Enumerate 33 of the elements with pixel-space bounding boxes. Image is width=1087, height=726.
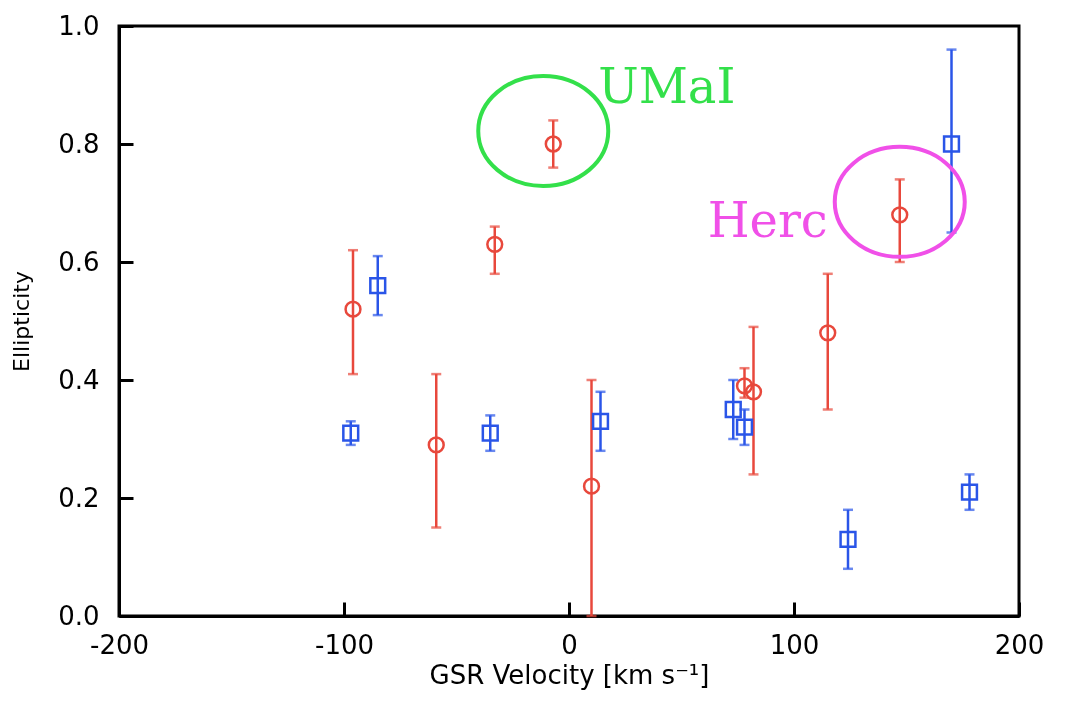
- point: [591, 412, 610, 430]
- point: [342, 424, 360, 442]
- x-tick-label: 200: [994, 629, 1045, 660]
- annotation: Herc: [707, 191, 828, 248]
- point: [427, 436, 445, 454]
- point: [735, 377, 754, 395]
- point: [724, 400, 742, 419]
- point: [744, 383, 763, 401]
- x-axis-title: GSR Velocity [km s⁻¹]: [429, 659, 710, 690]
- y-tick-label: 0.4: [58, 364, 100, 395]
- y-axis-title: Ellipticity: [9, 271, 35, 372]
- point: [369, 276, 387, 295]
- y-tick-label: 0.6: [58, 246, 100, 277]
- annotation: UMaI: [598, 58, 736, 114]
- point: [891, 206, 909, 224]
- y-tick-label: 0.2: [58, 482, 100, 513]
- y-tick-label: 0.8: [58, 128, 100, 159]
- x-tick-label: 100: [769, 629, 820, 660]
- point: [942, 135, 961, 153]
- point: [839, 530, 857, 548]
- point: [735, 418, 754, 436]
- x-tick-label: -100: [314, 629, 375, 660]
- point: [481, 424, 499, 442]
- x-tick-label: -200: [89, 629, 150, 660]
- point: [960, 483, 979, 501]
- point: [582, 477, 601, 495]
- y-tick-label: 0.0: [58, 600, 100, 631]
- point: [344, 300, 362, 318]
- point: [819, 324, 837, 342]
- x-tick-label: 0: [561, 629, 578, 660]
- point: [486, 235, 504, 253]
- point: [544, 135, 562, 153]
- y-tick-label: 1.0: [58, 10, 100, 41]
